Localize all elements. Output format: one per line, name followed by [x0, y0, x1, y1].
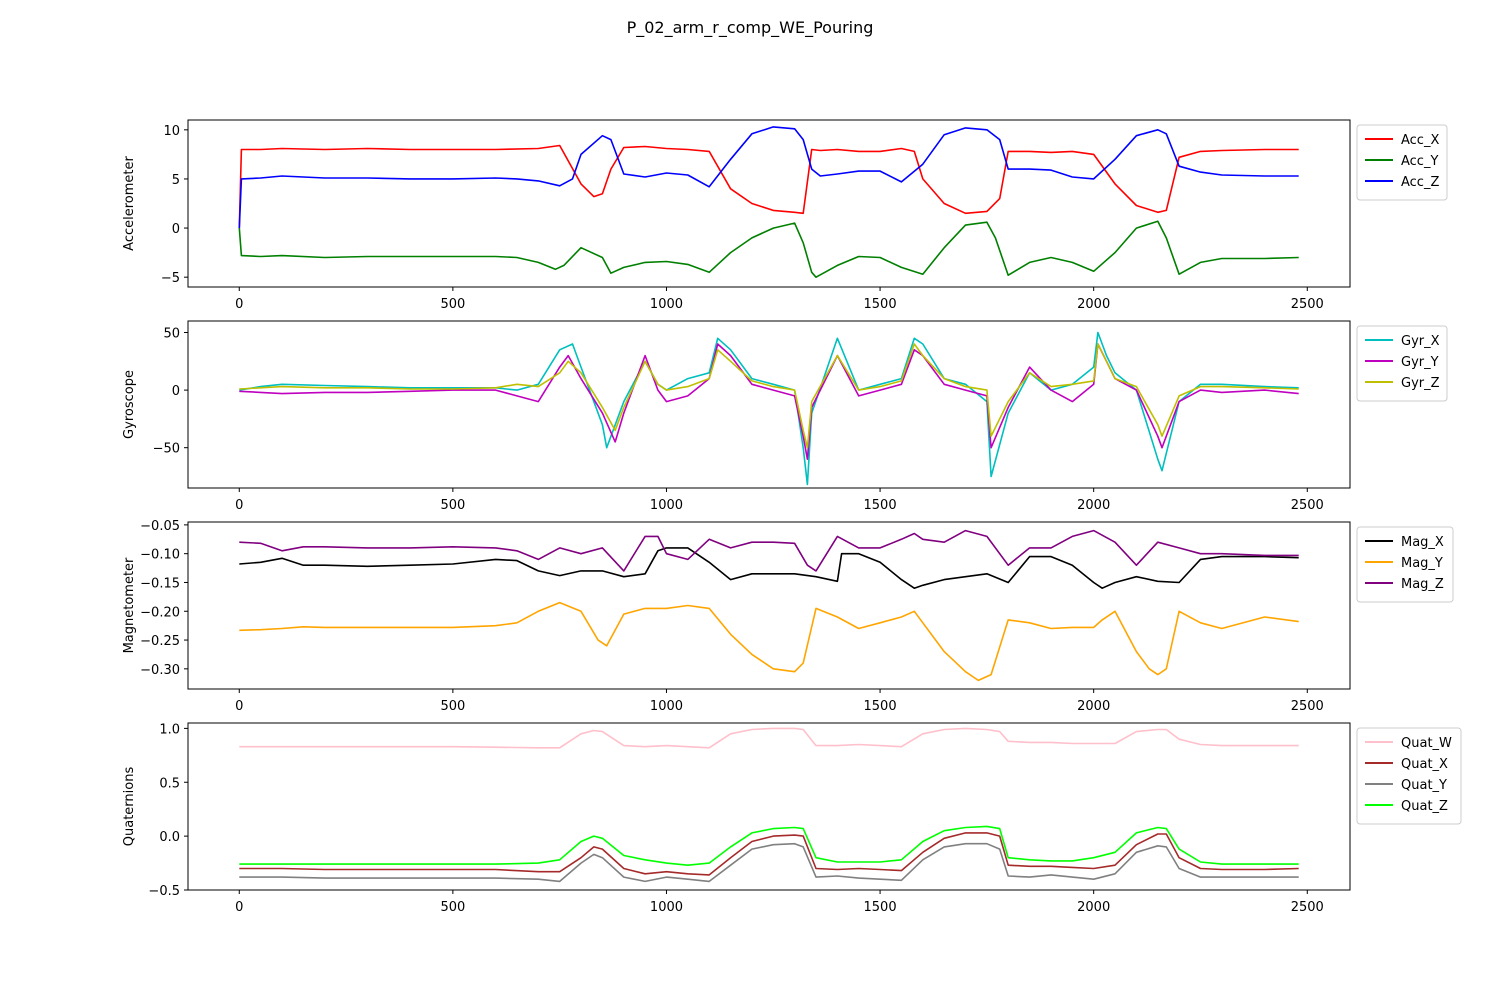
series-line-Gyr_X — [239, 331, 1299, 486]
y-tick-label: 10 — [163, 124, 180, 139]
legend-label-Quat_W: Quat_W — [1401, 736, 1452, 751]
x-tick-label: 1500 — [864, 498, 897, 513]
y-tick-label: 0 — [172, 222, 180, 237]
y-tick-label: −0.10 — [140, 548, 180, 563]
legend-label-Acc_X: Acc_X — [1401, 133, 1439, 148]
series-line-Mag_X — [239, 547, 1299, 590]
x-tick-label: 500 — [440, 498, 465, 513]
series-line-Quat_Z — [239, 825, 1299, 867]
axes-frame — [187, 320, 1351, 489]
legend-label-Gyr_Z: Gyr_Z — [1401, 376, 1440, 391]
x-tick-label: 0 — [235, 297, 243, 312]
x-tick-label: 500 — [440, 699, 465, 714]
legend-label-Acc_Z: Acc_Z — [1401, 175, 1439, 190]
legend-label-Acc_Y: Acc_Y — [1401, 154, 1438, 169]
x-tick-label: 1000 — [650, 699, 683, 714]
legend-label-Mag_X: Mag_X — [1401, 535, 1444, 550]
x-tick-label: 1500 — [864, 699, 897, 714]
panel-1: 0 500 1000 1500 2000 2500 −50 0 50 Gyroscope Gyr_X… — [122, 320, 1448, 513]
x-tick-label: 2000 — [1077, 699, 1110, 714]
series-line-Quat_W — [239, 727, 1299, 749]
legend: Quat_W Quat_X Quat_Y Quat_Z — [1356, 727, 1462, 825]
panel-2: 0 500 1000 1500 2000 2500 −0.30 −0.25 −0.20 −0.15… — [122, 519, 1454, 714]
legend-label-Quat_Z: Quat_Z — [1401, 799, 1448, 814]
axes-frame — [187, 722, 1351, 891]
y-tick-label: 50 — [163, 327, 180, 342]
y-tick-label: −0.25 — [140, 634, 180, 649]
series-line-Acc_Z — [238, 126, 1299, 229]
legend: Mag_X Mag_Y Mag_Z — [1356, 526, 1454, 603]
series-line-Gyr_Z — [239, 343, 1299, 449]
x-tick-label: 1500 — [864, 297, 897, 312]
y-tick-label: −50 — [153, 442, 180, 457]
axes-frame — [187, 119, 1351, 288]
series-line-Mag_Y — [239, 601, 1299, 682]
x-tick-label: 500 — [440, 900, 465, 915]
y-tick-label: −0.30 — [140, 663, 180, 678]
x-tick-label: 2500 — [1291, 297, 1324, 312]
x-tick-label: 2500 — [1291, 498, 1324, 513]
series-line-Acc_X — [238, 144, 1299, 229]
x-tick-label: 0 — [235, 498, 243, 513]
x-tick-label: 1000 — [650, 498, 683, 513]
legend-label-Quat_Y: Quat_Y — [1401, 778, 1447, 793]
x-tick-label: 2500 — [1291, 900, 1324, 915]
legend: Gyr_X Gyr_Y Gyr_Z — [1356, 325, 1448, 402]
x-tick-label: 0 — [235, 900, 243, 915]
x-tick-label: 1000 — [650, 900, 683, 915]
legend-label-Mag_Z: Mag_Z — [1401, 577, 1444, 592]
y-tick-label: −0.05 — [140, 519, 180, 534]
y-axis-label: Magnetometer — [122, 557, 137, 653]
x-tick-label: 2000 — [1077, 498, 1110, 513]
panel-3: 0 500 1000 1500 2000 2500 −0.5 0.0 0.5 1.0 Quatern… — [122, 722, 1462, 915]
x-tick-label: 2000 — [1077, 900, 1110, 915]
y-tick-label: 1.0 — [159, 722, 180, 737]
y-tick-label: −0.5 — [148, 884, 180, 899]
x-tick-label: 500 — [440, 297, 465, 312]
y-tick-label: 0.5 — [159, 776, 180, 791]
y-tick-label: −5 — [161, 271, 180, 286]
x-tick-label: 2000 — [1077, 297, 1110, 312]
x-tick-label: 2500 — [1291, 699, 1324, 714]
y-tick-label: 0 — [172, 384, 180, 399]
axes-frame — [187, 521, 1351, 690]
legend-box — [1356, 727, 1462, 825]
legend-label-Quat_X: Quat_X — [1401, 757, 1448, 772]
series-line-Quat_X — [239, 832, 1299, 876]
x-tick-label: 0 — [235, 699, 243, 714]
x-tick-label: 1000 — [650, 297, 683, 312]
y-tick-label: −0.15 — [140, 576, 180, 591]
y-tick-label: 0.0 — [159, 830, 180, 845]
legend: Acc_X Acc_Y Acc_Z — [1356, 124, 1448, 201]
panel-0: 0 500 1000 1500 2000 2500 −5 0 5 10 Accelerometer A… — [122, 119, 1448, 312]
y-axis-label: Accelerometer — [122, 156, 137, 251]
legend-label-Mag_Y: Mag_Y — [1401, 556, 1443, 571]
series-line-Quat_Y — [239, 842, 1299, 883]
legend-label-Gyr_Y: Gyr_Y — [1401, 355, 1439, 370]
x-tick-label: 1500 — [864, 900, 897, 915]
figure-title: P_02_arm_r_comp_WE_Pouring — [626, 18, 874, 37]
y-axis-label: Quaternions — [122, 767, 137, 847]
legend-label-Gyr_X: Gyr_X — [1401, 334, 1440, 349]
series-line-Mag_Z — [239, 529, 1299, 572]
y-tick-label: 5 — [172, 173, 180, 188]
y-tick-label: −0.20 — [140, 605, 180, 620]
y-axis-label: Gyroscope — [122, 370, 137, 439]
series-line-Acc_Y — [238, 220, 1299, 279]
